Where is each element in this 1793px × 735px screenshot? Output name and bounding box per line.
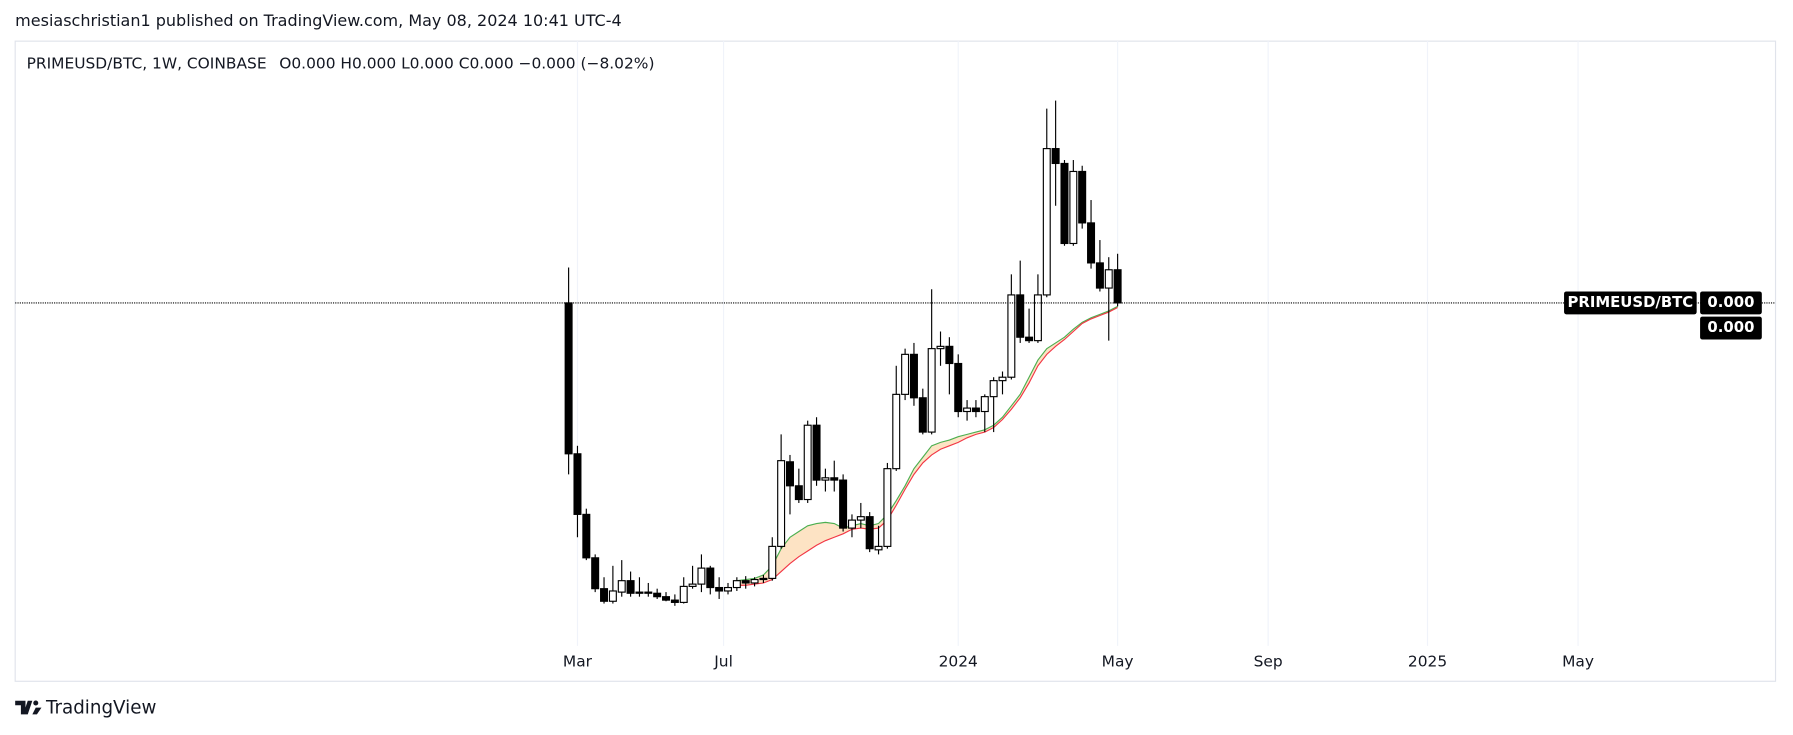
candle-body [856, 516, 865, 521]
x-tick-label: Jul [713, 652, 733, 670]
candle-body [617, 580, 626, 593]
logo-icon [15, 700, 33, 715]
candle-body [821, 477, 830, 481]
candle-body [1016, 294, 1025, 338]
candle-body [794, 485, 803, 501]
candle-body [723, 586, 733, 592]
candle-body [644, 591, 653, 594]
candle-body [909, 353, 918, 399]
candle-body [1033, 294, 1042, 342]
candle-body [865, 516, 874, 550]
x-tick-label: 2024 [939, 652, 978, 670]
candle-body [1042, 148, 1051, 296]
candle-body [883, 468, 892, 547]
candle-body [874, 545, 883, 551]
candle-body [936, 345, 945, 350]
candle-body [1113, 269, 1122, 304]
candle-body [715, 586, 724, 592]
candle-body [635, 591, 644, 594]
candle-body [830, 477, 839, 481]
candle-body [839, 479, 848, 529]
candle-body [847, 519, 856, 529]
candle-body [901, 353, 910, 395]
candle-body [927, 348, 936, 433]
candle-body [785, 461, 794, 487]
price-symbol: PRIMEUSD/BTC [1568, 293, 1694, 311]
price-value-box [1700, 291, 1762, 315]
candle-body [954, 362, 963, 413]
price-symbol-box [1564, 291, 1697, 315]
x-tick-label: May [1562, 652, 1594, 670]
candle-body [608, 590, 617, 602]
candle-body [1060, 162, 1069, 245]
candle-body [626, 580, 635, 594]
candle-body [1069, 170, 1078, 245]
brand: TradingView [45, 698, 156, 719]
logo-icon [32, 707, 42, 715]
candle-body [582, 513, 591, 559]
x-tick-label: Sep [1254, 652, 1283, 670]
candle-body [679, 585, 688, 603]
candle-body [1007, 294, 1016, 378]
x-tick-label: 2025 [1408, 652, 1447, 670]
candle-body [688, 583, 697, 587]
candle-body [971, 407, 980, 413]
candle-body [670, 599, 679, 603]
symbol-title: PRIMEUSD/BTC, 1W, COINBASE [27, 55, 267, 73]
price-value: 0.000 [1707, 293, 1754, 311]
candle-body [573, 453, 582, 515]
candle-body [1087, 222, 1096, 264]
x-tick-label: Mar [563, 652, 593, 670]
candle-body [662, 596, 671, 601]
candle-body [732, 580, 741, 589]
candle-body [1078, 170, 1087, 224]
candle-body [777, 460, 786, 547]
candle-body [963, 407, 972, 413]
candle-body [750, 578, 759, 584]
candle-body [759, 577, 768, 581]
moving-average [736, 305, 1118, 582]
candle-body [706, 567, 715, 589]
candle-body [564, 302, 573, 455]
candle-body [918, 397, 927, 433]
candle-body [945, 345, 954, 365]
moving-average [736, 306, 1118, 586]
price-value: 0.000 [1707, 318, 1754, 336]
ohlc-legend: O0.000 H0.000 L0.000 C0.000 −0.000 (−8.0… [279, 55, 654, 73]
candle-body [892, 393, 901, 470]
candle-body [1104, 269, 1113, 289]
candle-body [803, 424, 812, 501]
candle-body [812, 424, 821, 481]
logo [15, 700, 42, 715]
candle-body [1095, 262, 1104, 289]
price-value-box [1700, 316, 1762, 340]
candle-body [980, 396, 989, 413]
candle-body [989, 380, 998, 398]
chart-frame [14, 40, 1777, 682]
candle-body [998, 376, 1007, 382]
candle-body [653, 592, 662, 598]
candle-body [600, 588, 609, 602]
candle-body [591, 557, 600, 590]
logo-dot [33, 700, 39, 706]
candle-body [741, 580, 750, 584]
header: mesiaschristian1 published on TradingVie… [15, 11, 622, 30]
candle-body [768, 545, 777, 579]
x-tick-label: May [1102, 652, 1134, 670]
candle-body [1051, 148, 1060, 165]
candle-body [1025, 336, 1034, 342]
candle-body [697, 567, 706, 585]
